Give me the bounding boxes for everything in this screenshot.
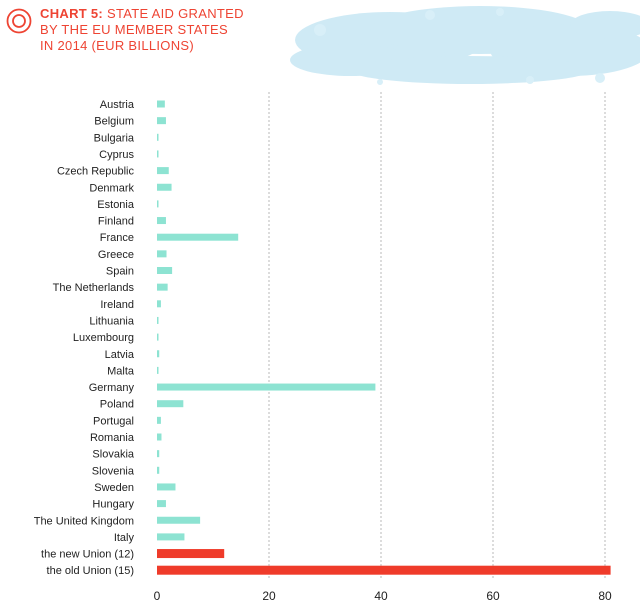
bar-lithuania	[157, 316, 159, 324]
bar-finland	[157, 217, 166, 225]
x-tick-label: 40	[374, 589, 388, 603]
category-label: Poland	[100, 399, 134, 411]
bar-slovakia	[157, 450, 160, 458]
bar-greece	[157, 250, 167, 258]
bar-malta	[157, 366, 159, 374]
bar-the-new-union-12	[157, 549, 225, 559]
bar-belgium	[157, 117, 166, 125]
category-label: The United Kingdom	[34, 515, 134, 527]
category-labels: Austria Belgium Bulgaria Cyprus Czech Republ…	[34, 99, 135, 577]
x-axis-ticks: 0 20 40 60 80	[154, 589, 612, 603]
x-tick-label: 80	[598, 589, 612, 603]
category-label: Estonia	[97, 199, 135, 211]
chart-number: CHART 5:	[40, 6, 104, 21]
category-label: Cyprus	[99, 149, 134, 161]
x-tick-label: 0	[154, 589, 161, 603]
bar-romania	[157, 433, 162, 441]
bar-austria	[157, 100, 165, 108]
bar-bulgaria	[157, 133, 159, 141]
category-label: Czech Republic	[57, 166, 135, 178]
bar-the-netherlands	[157, 283, 168, 291]
bars	[157, 100, 611, 575]
category-label: Finland	[98, 216, 134, 228]
category-label: Germany	[89, 382, 135, 394]
bar-poland	[157, 400, 184, 408]
category-label: Spain	[106, 266, 134, 278]
x-tick-label: 60	[486, 589, 500, 603]
bar-luxembourg	[157, 333, 159, 341]
x-tick-label: 20	[262, 589, 276, 603]
category-label: Belgium	[94, 116, 134, 128]
category-label: the old Union (15)	[47, 565, 134, 577]
bar-hungary	[157, 500, 166, 508]
category-label: Luxembourg	[73, 332, 134, 344]
bar-chart: Austria Belgium Bulgaria Cyprus Czech Republ…	[34, 92, 612, 603]
bar-latvia	[157, 350, 160, 358]
grid-lines	[268, 92, 606, 579]
category-label: France	[100, 232, 134, 244]
target-circle-icon	[6, 8, 32, 34]
title-line-1: STATE AID GRANTED	[107, 6, 244, 21]
bar-ireland	[157, 300, 161, 308]
bar-czech-republic	[157, 167, 169, 175]
category-label: Greece	[98, 249, 134, 261]
bar-germany	[157, 383, 376, 391]
category-label: Sweden	[94, 482, 134, 494]
category-label: Malta	[107, 365, 135, 377]
chart-title: CHART 5: STATE AID GRANTED BY THE EU MEM…	[40, 6, 244, 54]
category-label: Romania	[90, 432, 135, 444]
bar-france	[157, 233, 239, 241]
category-label: Italy	[114, 532, 135, 544]
category-label: The Netherlands	[53, 282, 135, 294]
category-label: Slovenia	[92, 465, 135, 477]
bar-sweden	[157, 483, 176, 491]
watercolor-splash-decoration	[290, 6, 640, 85]
category-label: Lithuania	[89, 315, 135, 327]
bar-portugal	[157, 416, 161, 424]
title-line-3: IN 2014 (EUR BILLIONS)	[40, 38, 194, 53]
category-label: Latvia	[105, 349, 135, 361]
bar-cyprus	[157, 150, 159, 158]
category-label: Austria	[100, 99, 135, 111]
bar-denmark	[157, 183, 172, 191]
bar-estonia	[157, 200, 159, 208]
bar-the-old-union-15	[157, 565, 611, 575]
category-label: Denmark	[89, 182, 134, 194]
category-label: Slovakia	[92, 449, 134, 461]
category-label: Ireland	[100, 299, 134, 311]
category-label: Portugal	[93, 415, 134, 427]
category-label: Bulgaria	[94, 132, 135, 144]
bar-the-united-kingdom	[157, 516, 201, 524]
category-label: the new Union (12)	[41, 549, 134, 561]
title-line-2: BY THE EU MEMBER STATES	[40, 22, 228, 37]
bar-italy	[157, 533, 185, 541]
category-label: Hungary	[92, 499, 134, 511]
bar-spain	[157, 267, 173, 274]
bar-slovenia	[157, 466, 160, 474]
chart-header: CHART 5: STATE AID GRANTED BY THE EU MEM…	[6, 6, 366, 66]
